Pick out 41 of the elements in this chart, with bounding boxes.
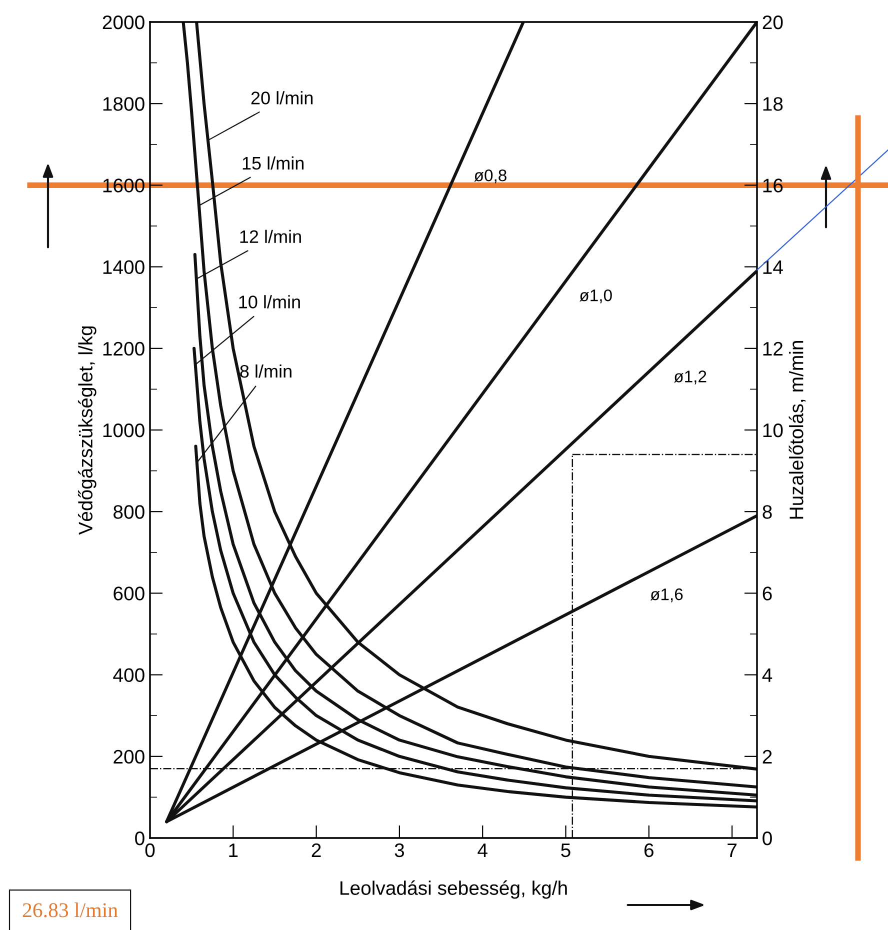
- x-tick-label: 4: [478, 844, 488, 857]
- series-label: ø1,0: [580, 289, 612, 304]
- x-tick-label: 7: [728, 844, 736, 857]
- text: 20 l/min: [251, 91, 313, 104]
- y2-tick-label: 4: [762, 668, 772, 682]
- y-tick-label: 400: [113, 668, 144, 682]
- y2-tick-label: 18: [763, 97, 783, 111]
- y2-tick-label: 10: [763, 423, 783, 438]
- x-tick-label: 2: [312, 843, 321, 857]
- y-axis-title: Védőgázszükséglet, l/kg: [78, 326, 96, 535]
- y-tick-label: 800: [114, 505, 144, 519]
- x-tick-label: 6: [644, 843, 654, 858]
- text: 12 l/min: [240, 230, 301, 244]
- y-tick-label: 200: [114, 750, 144, 764]
- text: 8 l/min: [240, 364, 292, 378]
- x-tick-label: 1: [229, 844, 238, 857]
- y2-tick-label: 20: [762, 15, 783, 30]
- y2-tick-label: 0: [762, 831, 772, 846]
- y-tick-label: 0: [135, 831, 144, 846]
- series-label: ø1,6: [650, 588, 683, 602]
- y-tick-label: 600: [114, 586, 144, 600]
- x-tick-label: 3: [394, 843, 404, 858]
- y2-tick-label: 2: [762, 750, 772, 764]
- y-tick-label: 1000: [103, 423, 144, 438]
- y2-tick-label: 8: [762, 505, 772, 519]
- y2-tick-label: 6: [762, 586, 772, 600]
- y-tick-label: 1200: [103, 342, 144, 356]
- y-tick-label: 1400: [103, 260, 144, 274]
- x-tick-label: 0: [145, 843, 155, 858]
- y2-tick-label: 14: [763, 260, 783, 274]
- text: 26.83 l/min: [22, 902, 118, 918]
- x-tick-label: 5: [561, 844, 570, 858]
- y2-tick-label: 12: [763, 342, 783, 356]
- legend-label: 15 l/min: [242, 156, 304, 170]
- y2-axis-title: Huzalelőtolás, m/min: [788, 341, 806, 519]
- series-label: ø0,8: [474, 169, 506, 184]
- series-label: ø1,2: [674, 370, 706, 384]
- text: 10 l/min: [239, 295, 300, 308]
- y-tick-label: 1800: [103, 97, 144, 111]
- y-tick-label: 2000: [102, 15, 144, 30]
- x-axis-title: Leolvadási sebesség, kg/h: [340, 880, 567, 899]
